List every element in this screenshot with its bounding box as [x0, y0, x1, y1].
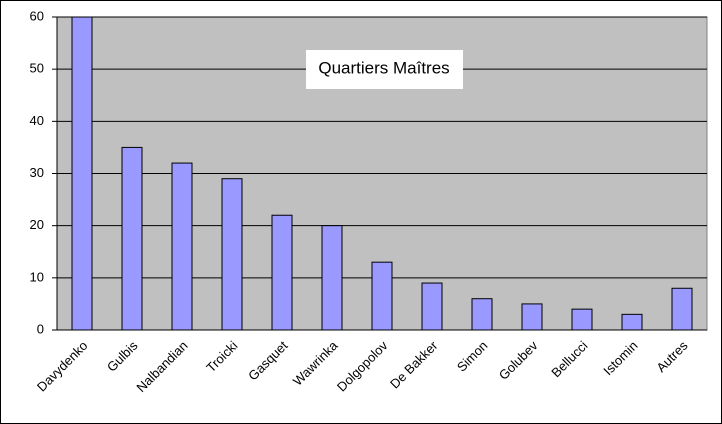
title-box [306, 50, 463, 89]
bar [221, 178, 243, 331]
bar [321, 225, 343, 331]
chart-title: Quartiers Maîtres [318, 58, 449, 77]
bar [521, 303, 543, 331]
bar [71, 16, 93, 331]
bar [171, 162, 193, 331]
y-tick-label: 50 [30, 61, 44, 76]
bars [71, 16, 693, 331]
y-tick-label: 0 [37, 321, 44, 336]
bar [621, 313, 643, 331]
y-tick-label: 60 [30, 8, 44, 23]
bar [471, 298, 493, 331]
bar [421, 282, 443, 331]
bar [371, 261, 393, 331]
bar [571, 308, 593, 331]
y-tick-label: 10 [30, 269, 44, 284]
bar [121, 146, 143, 331]
y-tick-label: 40 [30, 113, 44, 128]
y-tick-label: 20 [30, 217, 44, 232]
bar [271, 214, 293, 331]
bar [671, 287, 693, 331]
y-tick-label: 30 [30, 165, 44, 180]
